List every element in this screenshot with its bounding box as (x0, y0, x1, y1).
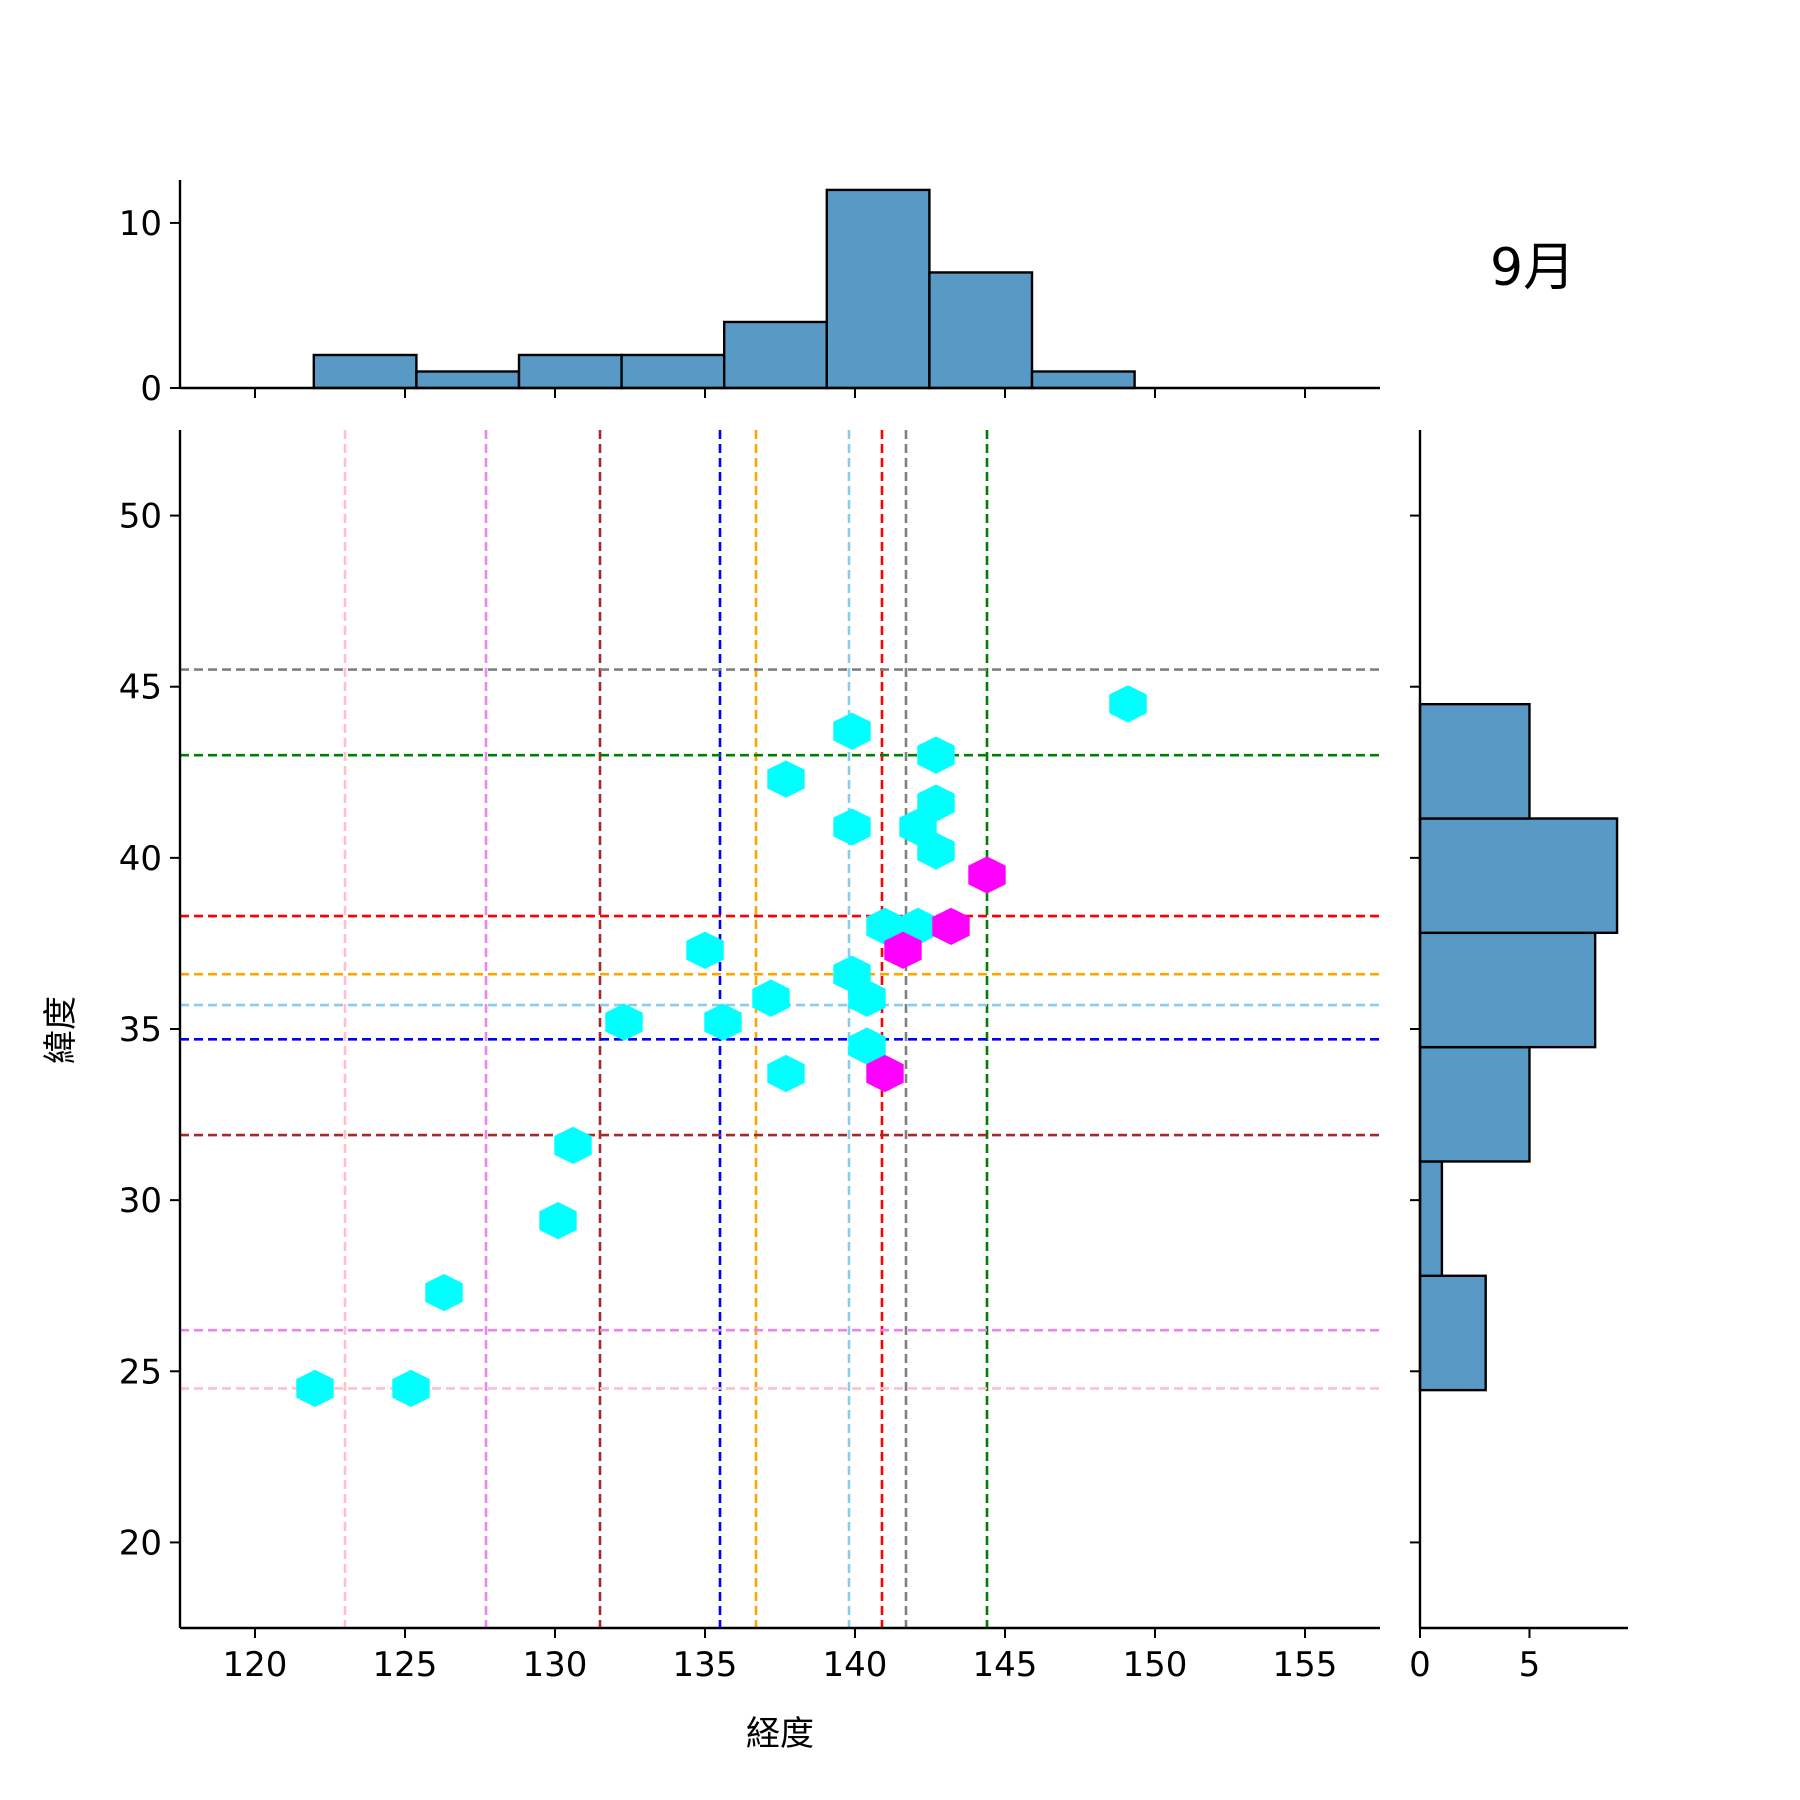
y-axis-label: 緯度 (41, 996, 81, 1064)
hexbin-cell (968, 856, 1006, 894)
x-tick-label: 140 (823, 1645, 888, 1685)
top-histogram-bar (517, 353, 623, 390)
hexbin-cell (605, 1003, 643, 1041)
hexbin-cell (1109, 685, 1147, 723)
hexbin-cell (917, 784, 955, 822)
hexbin-cell (866, 1054, 904, 1093)
hexbin-cell (833, 712, 871, 750)
right-hist-x-tick-label: 5 (1519, 1645, 1541, 1685)
main-hexbin-plot: 120 125 130 135 140 145 150 155 20 25 30 35 40 45 50 (119, 430, 1380, 1685)
top-histogram-bar (312, 353, 418, 390)
y-tick-label: 30 (119, 1181, 162, 1221)
right-histogram-bar (1418, 1160, 1444, 1277)
y-tick-label: 35 (119, 1010, 162, 1050)
x-tick-label: 125 (373, 1645, 438, 1685)
right-histogram-bar (1418, 931, 1597, 1049)
chart-title: 9月 (1490, 238, 1575, 298)
x-tick-label: 130 (523, 1645, 588, 1685)
hexbin-cell (833, 808, 871, 846)
top-histogram-bar (825, 188, 931, 390)
top-histogram-bar (415, 370, 521, 390)
hexbin-cell (848, 979, 886, 1017)
hexbin-cell (296, 1369, 334, 1408)
hexbin-cell (425, 1273, 463, 1312)
y-tick-label: 50 (119, 497, 162, 537)
y-tick-label: 40 (119, 839, 162, 879)
hexbin-cell (884, 931, 922, 969)
hexbin-cell (686, 931, 724, 969)
top-hist-y-tick-label: 0 (140, 369, 162, 409)
y-tick-label: 20 (119, 1523, 162, 1563)
hexbin-cell (767, 1054, 805, 1093)
right-histogram-bar (1418, 817, 1619, 935)
x-axis-label: 経度 (746, 1714, 814, 1754)
hexbin-cell (392, 1369, 430, 1408)
top-hist-y-tick-label: 10 (119, 204, 162, 244)
hexbin-cell (917, 736, 955, 774)
y-tick-label: 25 (119, 1352, 162, 1392)
hexbin-cell (539, 1202, 577, 1240)
top-histogram-bar (1030, 370, 1136, 390)
x-tick-label: 135 (673, 1645, 738, 1685)
hexbin-cell (767, 760, 805, 798)
hexbin-cell (752, 979, 790, 1017)
hexbin-cell (917, 832, 955, 870)
top-histogram-bar (928, 271, 1034, 390)
x-tick-label: 150 (1123, 1645, 1188, 1685)
right-hist-x-tick-label: 0 (1409, 1645, 1431, 1685)
right-histogram-bar (1418, 702, 1531, 820)
right-histogram-bar (1418, 1274, 1487, 1392)
x-tick-label: 155 (1273, 1645, 1338, 1685)
x-tick-label: 120 (223, 1645, 288, 1685)
hexbin-cell (932, 907, 970, 945)
hexbin-cell (704, 1003, 742, 1041)
hexbin-cell (554, 1126, 592, 1164)
right-histogram-bar (1418, 1045, 1531, 1163)
top-histogram-bar (723, 320, 829, 390)
x-tick-label: 145 (973, 1645, 1038, 1685)
top-marginal-histogram: 0 10 (119, 180, 1380, 409)
y-tick-label: 45 (119, 668, 162, 708)
top-histogram-bar (620, 353, 726, 390)
